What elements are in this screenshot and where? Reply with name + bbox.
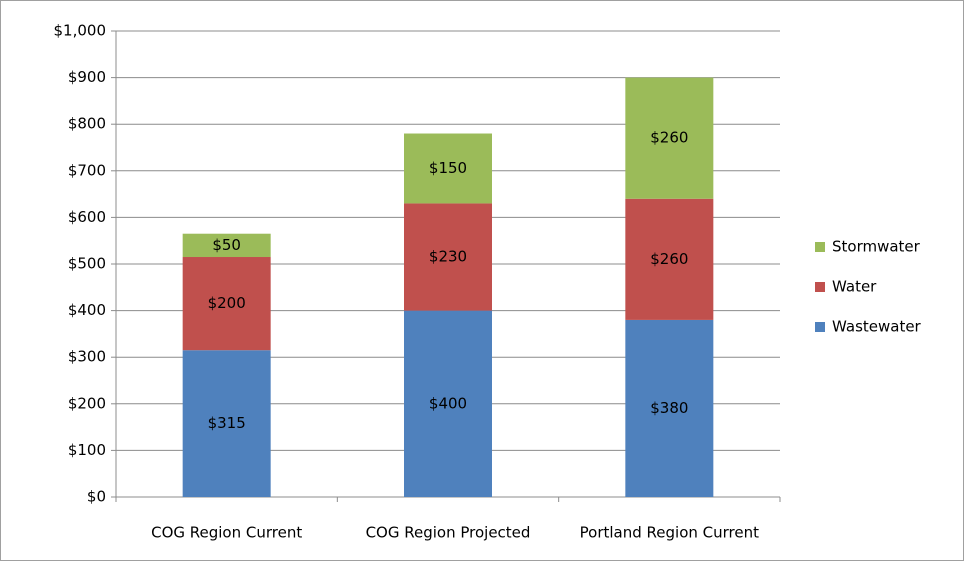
data-label: $50 [212,236,241,254]
legend-swatch [815,242,825,252]
data-label: $400 [429,394,467,412]
legend-swatch [815,282,825,292]
data-label: $230 [429,248,467,266]
y-tick-label: $400 [68,301,106,319]
y-tick-label: $300 [68,348,106,366]
y-tick-label: $600 [68,208,106,226]
bar-segment [625,198,714,320]
x-tick-label: COG Region Projected [366,524,531,542]
y-tick-label: $100 [68,441,106,459]
data-label: $200 [208,294,246,312]
bar-segment [404,203,492,311]
bar-segment [404,310,492,497]
y-tick-label: $800 [68,115,106,133]
data-label: $260 [650,129,688,147]
y-tick-label: $500 [68,255,106,273]
data-label: $380 [650,399,688,417]
y-tick-label: $0 [87,488,106,506]
legend-label: Water [832,278,877,296]
data-label: $150 [429,159,467,177]
data-label: $315 [208,414,246,432]
x-tick-label: Portland Region Current [580,524,759,542]
bar-segment [182,350,271,497]
x-tick-label: COG Region Current [151,524,302,542]
bar-segment [182,257,271,351]
y-tick-label: $1,000 [54,22,107,40]
bar-segment [625,77,714,199]
legend-label: Stormwater [832,238,921,256]
bar-segment [625,319,714,497]
bar-segment [182,233,271,258]
y-tick-label: $200 [68,394,106,412]
y-tick-label: $700 [68,161,106,179]
bar-segment [404,133,492,204]
data-label: $260 [650,250,688,268]
y-tick-label: $900 [68,68,106,86]
legend-swatch [815,322,825,332]
legend-label: Wastewater [832,318,922,336]
